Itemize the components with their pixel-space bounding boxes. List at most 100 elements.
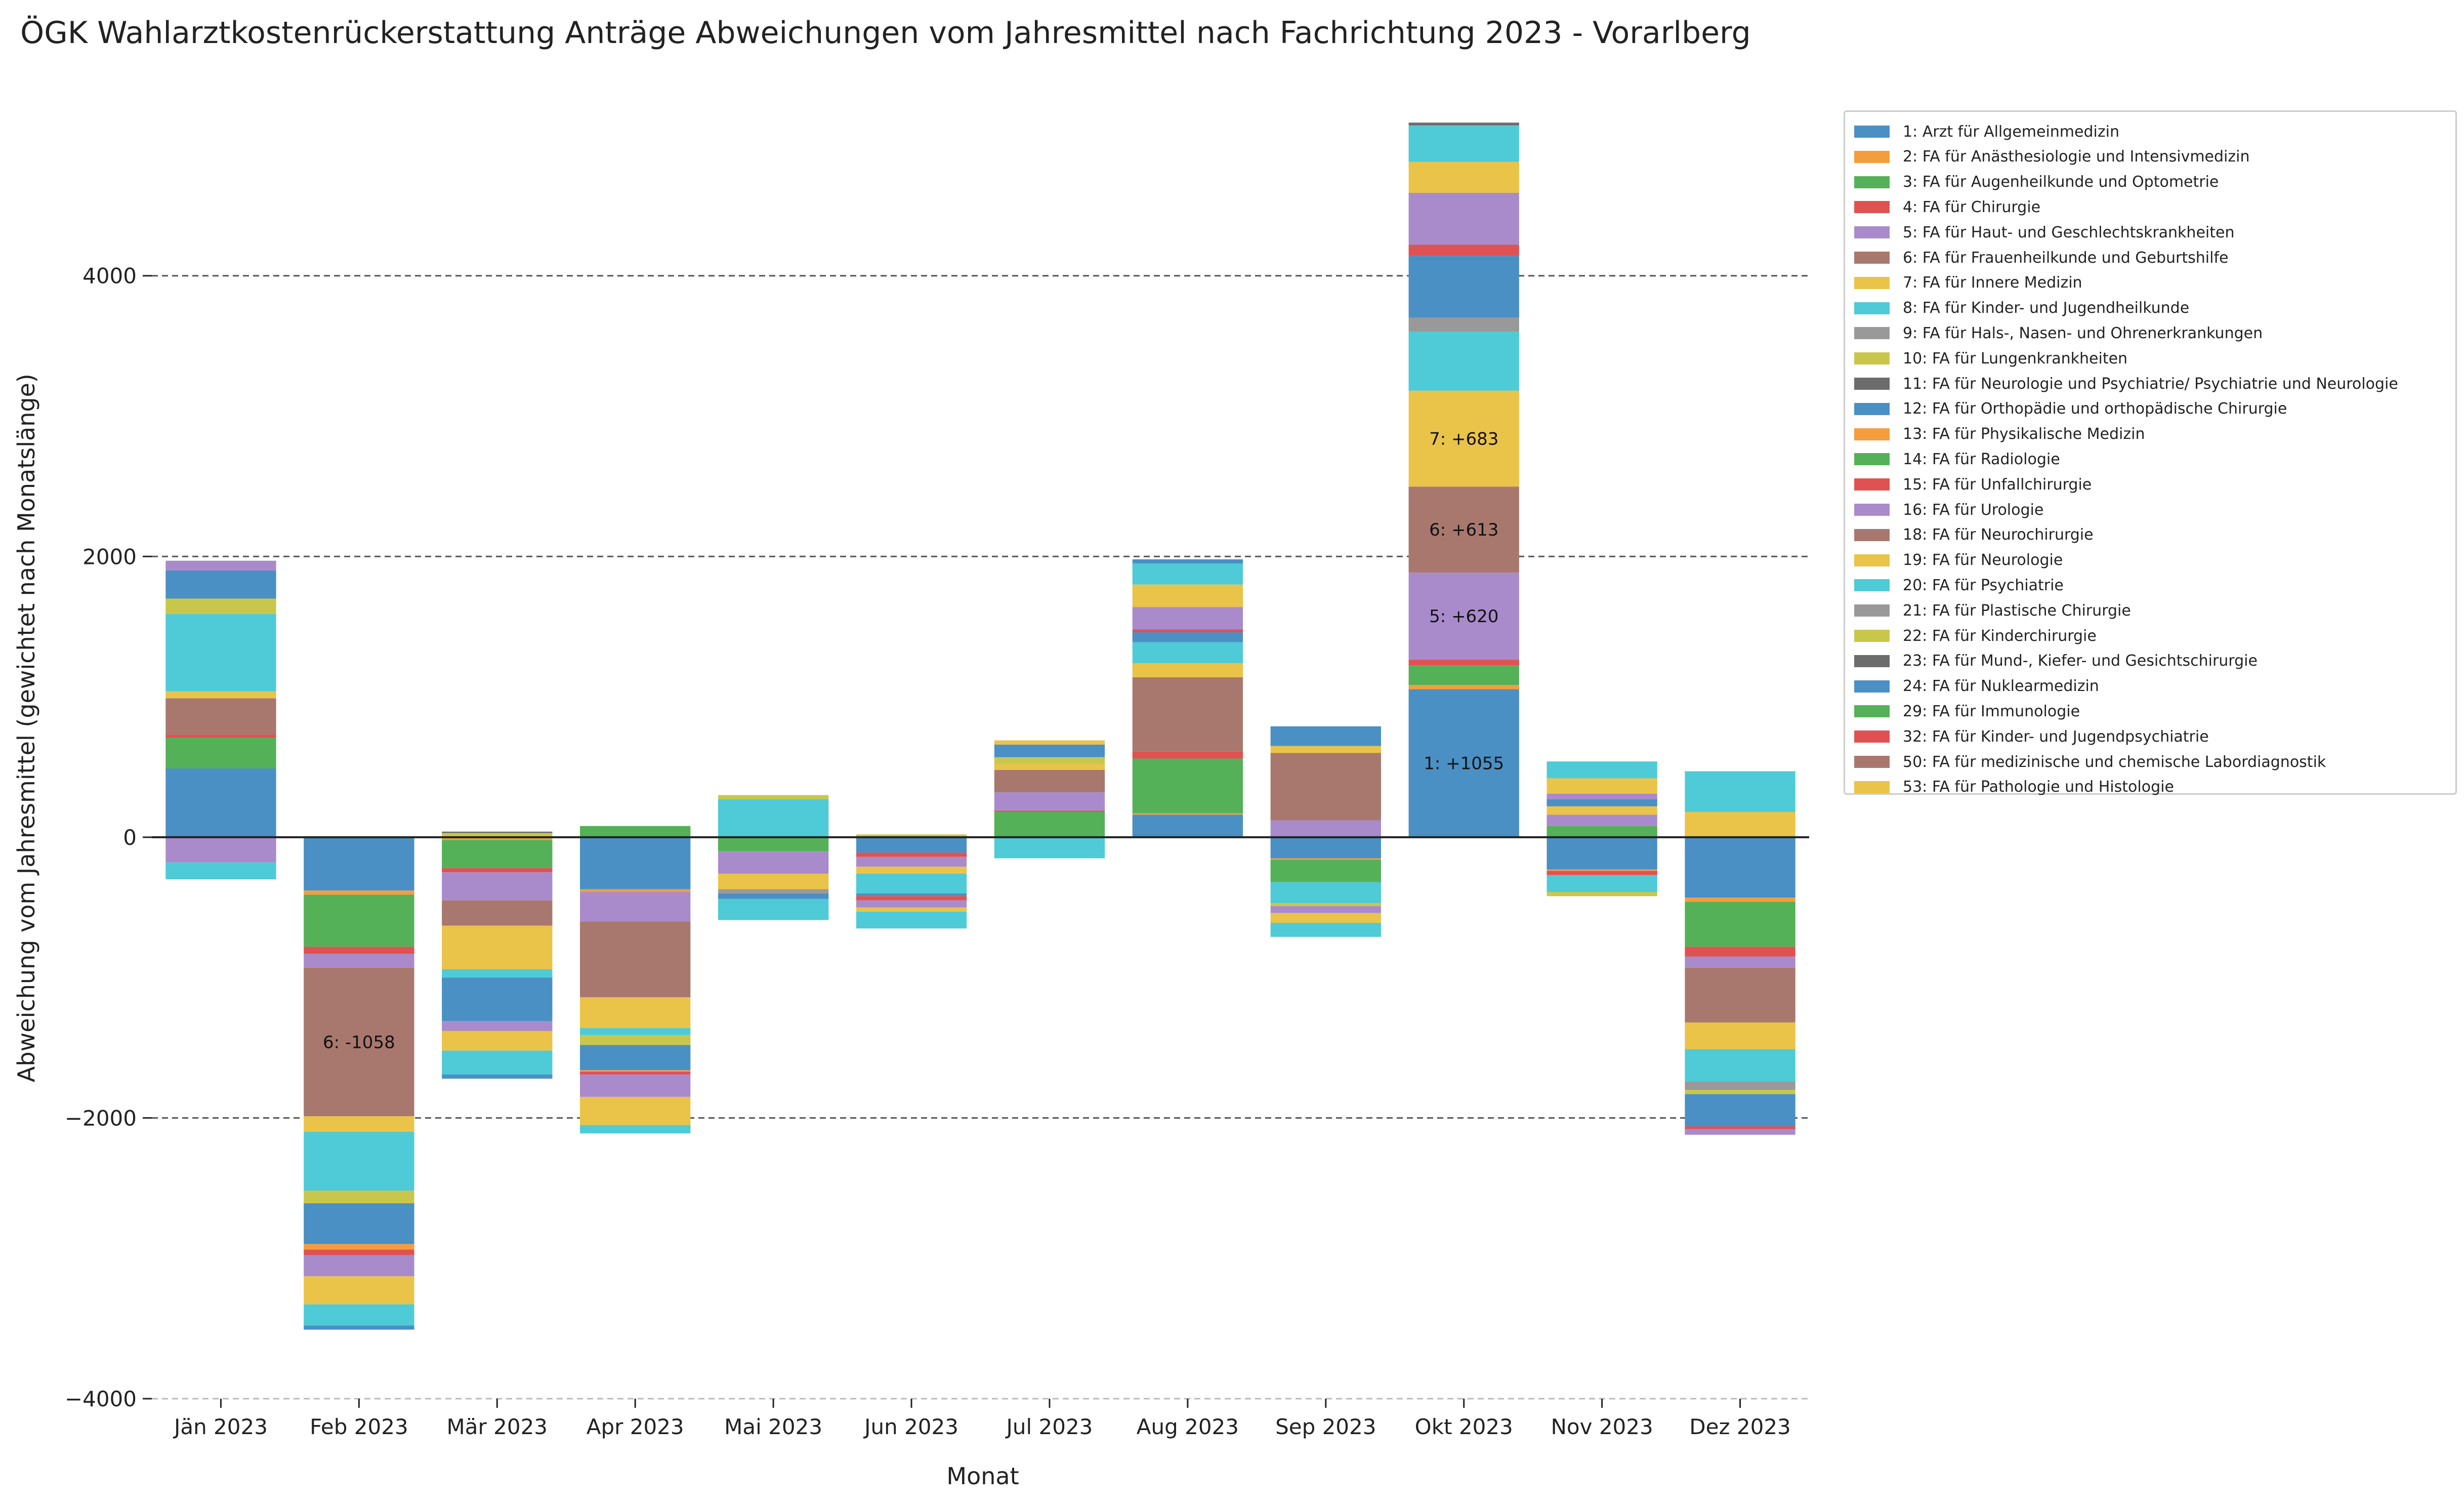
bar-segment [994, 769, 1105, 793]
bar-annotation: 1: +1055 [1424, 754, 1504, 774]
bar-segment [1685, 967, 1795, 1023]
bar-segment [580, 837, 691, 889]
bar-segment [856, 867, 967, 874]
bar-segment [1270, 820, 1381, 837]
legend-label: 50: FA für medizinische und chemische La… [1903, 753, 2326, 771]
x-tick-label: Jun 2023 [863, 1414, 958, 1439]
legend-item: 21: FA für Plastische Chirurgie [1854, 598, 2131, 623]
bar-segment [1685, 1081, 1795, 1090]
bar-segment [994, 792, 1105, 811]
grid-layer [152, 275, 1809, 1119]
legend-label: 2: FA für Anästhesiologie und Intensivme… [1903, 148, 2250, 166]
legend-swatch [1854, 176, 1890, 188]
legend-label: 53: FA für Pathologie und Histologie [1903, 778, 2174, 796]
bar-segment [580, 1035, 691, 1045]
bar-segment [165, 698, 276, 735]
legend: 1: Arzt für Allgemeinmedizin 2: FA für An… [1844, 110, 2457, 796]
legend-swatch [1854, 504, 1890, 516]
bar-segment [580, 1096, 691, 1125]
bar-segment [1547, 892, 1657, 897]
x-tick-label: Mai 2023 [724, 1414, 822, 1439]
bar-segment [304, 1244, 414, 1250]
bar-segment [1408, 689, 1519, 837]
bar-segment [442, 1050, 553, 1075]
bar-segment [304, 1304, 414, 1326]
bar-segment [1270, 882, 1381, 904]
bar-segment [165, 768, 276, 837]
bar-segment [1132, 815, 1243, 837]
legend-swatch [1854, 126, 1890, 138]
bar-segment [580, 889, 691, 892]
x-tick-label: Feb 2023 [310, 1414, 408, 1439]
bar-segment [1270, 858, 1381, 860]
bar-segment [442, 837, 553, 840]
legend-label: 4: FA für Chirurgie [1903, 198, 2041, 216]
bar-segment [1270, 913, 1381, 923]
bar-segment [1685, 1129, 1795, 1135]
legend-item: 19: FA für Neurologie [1854, 548, 2063, 573]
legend-item: 12: FA für Orthopädie und orthopädische … [1854, 396, 2287, 422]
bar-segment [304, 954, 414, 968]
legend-item: 23: FA für Mund-, Kiefer- und Gesichtsch… [1854, 648, 2258, 674]
bar-segment [1685, 898, 1795, 902]
bar-segment [165, 735, 276, 738]
bar-segment [994, 837, 1105, 853]
bar-segment [580, 892, 691, 922]
y-tick-label: −2000 [65, 1106, 137, 1130]
legend-item: 5: FA für Haut- und Geschlechtskrankheit… [1854, 220, 2234, 245]
bar-segment [304, 837, 414, 891]
bar-segment [1132, 632, 1243, 642]
bar-segment [1547, 875, 1657, 892]
bar-annotation: 7: +683 [1429, 429, 1498, 450]
legend-item: 29: FA für Immunologie [1854, 699, 2080, 724]
bar-segment [580, 1125, 691, 1133]
axes-layer: −4000 −2000 0 2000 4000 Jän 2023 Feb 2023 Mär 2… [65, 264, 1809, 1439]
legend-swatch [1854, 352, 1890, 365]
legend-item: 4: FA für Chirurgie [1854, 194, 2040, 220]
bar-segment [1547, 837, 1657, 870]
annotation-layer: 6: -1058 1: +1055 5: +620 6: +613 7: +683 [323, 429, 1504, 1053]
bar-segment [1547, 869, 1657, 871]
legend-item: 10: FA für Lungenkrankheiten [1854, 346, 2127, 371]
bar-segment [994, 740, 1105, 745]
legend-item: 22: FA für Kinderchirurgie [1854, 623, 2097, 648]
x-tick-label: Aug 2023 [1137, 1414, 1239, 1439]
y-axis-title: Abweichung vom Jahresmittel (gewichtet n… [13, 374, 40, 1082]
bar-segment [165, 571, 276, 599]
x-tick-label: Nov 2023 [1551, 1414, 1653, 1439]
bar-segment [1132, 559, 1243, 564]
bar-segment [1408, 256, 1519, 318]
legend-label: 16: FA für Urologie [1903, 501, 2044, 519]
legend-item: 3: FA für Augenheilkunde und Optometrie [1854, 170, 2219, 195]
bar-segment [1408, 660, 1519, 666]
bar-segment [1685, 811, 1795, 837]
bar-segment [856, 852, 967, 857]
bar-segment [1408, 573, 1519, 660]
legend-label: 14: FA für Radiologie [1903, 450, 2060, 468]
bar-segment [1270, 903, 1381, 906]
legend-swatch [1854, 528, 1890, 541]
bar-segment [1547, 761, 1657, 779]
legend-label: 3: FA für Augenheilkunde und Optometrie [1903, 173, 2219, 191]
legend-label: 7: FA für Innere Medizin [1903, 274, 2082, 292]
x-tick-label: Jän 2023 [173, 1414, 268, 1439]
legend-item: 15: FA für Unfallchirurgie [1854, 472, 2092, 497]
bar-segment [1408, 317, 1519, 332]
bar-segment [718, 889, 829, 893]
bar-segment [580, 921, 691, 997]
bar-segment [1685, 837, 1795, 898]
legend-swatch [1854, 453, 1890, 466]
legend-label: 11: FA für Neurologie und Psychiatrie/ P… [1903, 375, 2398, 393]
bar-segment [1685, 1094, 1795, 1127]
bar-segment [1270, 906, 1381, 913]
bar-segment [1132, 584, 1243, 607]
bar-annotation: 5: +620 [1429, 606, 1498, 627]
bar-segment [165, 691, 276, 699]
bar-segment [1408, 245, 1519, 256]
x-tick-label: Sep 2023 [1275, 1414, 1376, 1439]
bar-segment [165, 614, 276, 692]
bar-segment [165, 837, 276, 863]
bar-segment [580, 1028, 691, 1035]
bar-segment [304, 1203, 414, 1244]
bar-segment [994, 810, 1105, 812]
